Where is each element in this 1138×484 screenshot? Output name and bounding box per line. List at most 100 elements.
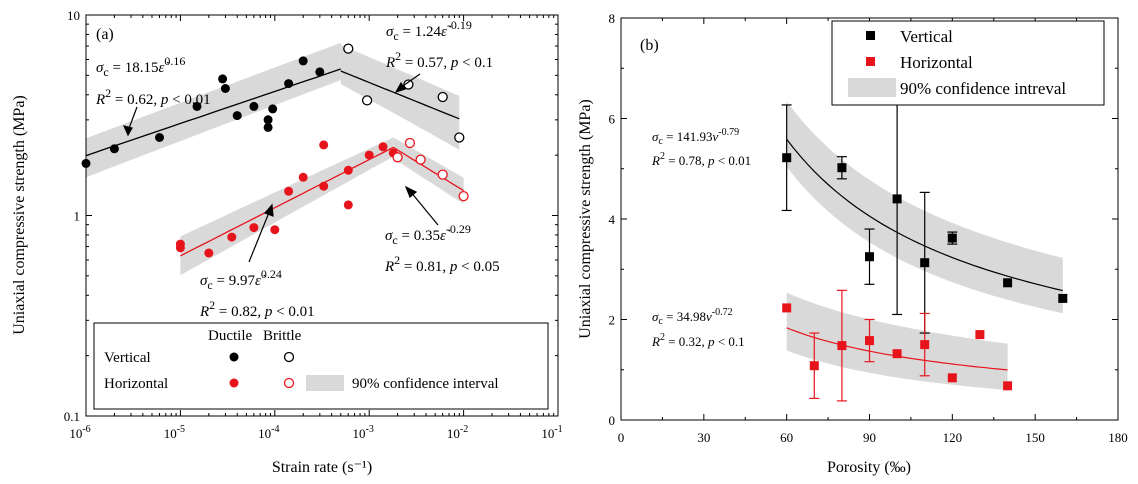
a-x-ticks: 10-6 10-5 10-4 10-3 10-2 10-1 bbox=[69, 15, 563, 441]
horizontal-point-1 bbox=[809, 361, 819, 371]
svg-text:R2 = 0.81, p < 0.05: R2 = 0.81, p < 0.05 bbox=[384, 253, 500, 275]
vd-point-5 bbox=[220, 84, 230, 93]
vertical-point-6 bbox=[1003, 278, 1013, 288]
ann-p: p bbox=[449, 259, 458, 275]
b-panel-label: (b) bbox=[640, 37, 659, 54]
a-ytick-label: 1 bbox=[74, 209, 81, 224]
ann-sigma: σ bbox=[652, 129, 659, 144]
ann-var: ε̇ bbox=[255, 273, 266, 289]
legend-band-label: 90% confidence interval bbox=[352, 376, 499, 392]
vd-point-3 bbox=[192, 101, 202, 111]
vb-point-4 bbox=[454, 132, 465, 143]
ann-sub: c bbox=[103, 65, 108, 79]
ann-sub: c bbox=[658, 136, 663, 147]
legend-marker-horizontal bbox=[866, 57, 875, 66]
a-data-points bbox=[81, 43, 469, 258]
svg-text:σc = 34.98ν-0.72: σc = 34.98ν-0.72 bbox=[652, 307, 733, 327]
ann-r: R bbox=[199, 304, 209, 320]
a-annotation-horizontal-ductile: σc = 9.97ε̇0.24 R2 = 0.82, p < 0.01 bbox=[199, 267, 315, 320]
ann-r2exp: 2 bbox=[660, 151, 665, 162]
hb-point-1 bbox=[404, 137, 416, 149]
ann-r: R bbox=[651, 334, 660, 349]
ann-pval: < 0.1 bbox=[715, 334, 745, 349]
ann-eq: = 141.93 bbox=[663, 129, 713, 144]
b-legend: Vertical Horizontal 90% confidence intre… bbox=[831, 20, 1105, 106]
svg-text:σc = 18.15ε̇0.16: σc = 18.15ε̇0.16 bbox=[96, 54, 185, 79]
ann-exp: -0.72 bbox=[712, 307, 733, 318]
b-xtick-label: 180 bbox=[1108, 430, 1128, 445]
legend-marker-vertical bbox=[866, 31, 875, 40]
ann-var: ε̇ bbox=[158, 60, 169, 76]
ann-exp: -0.19 bbox=[447, 18, 472, 32]
hd-point-9 bbox=[319, 140, 329, 150]
ann-var: ε̇ bbox=[441, 24, 452, 40]
svg-text:R2 = 0.78, p < 0.01: R2 = 0.78, p < 0.01 bbox=[651, 151, 751, 168]
ann-var: ν bbox=[706, 309, 712, 324]
horizontal-point-8 bbox=[1003, 381, 1013, 391]
a-ytick-label: 10 bbox=[67, 8, 80, 23]
hb-point-4 bbox=[458, 190, 469, 202]
vd-point-13 bbox=[315, 67, 325, 77]
b-x-axis-label: Porosity (‰) bbox=[827, 459, 911, 476]
ann-exp: 0.16 bbox=[164, 54, 185, 68]
hd-point-7 bbox=[298, 172, 308, 182]
panel-a: 10-6 10-5 10-4 10-3 10-2 10-1 0.1 1 10 Strain r… bbox=[11, 8, 563, 476]
ann-p: p bbox=[160, 92, 169, 108]
svg-text:σc = 1.24ε̇-0.19: σc = 1.24ε̇-0.19 bbox=[386, 18, 472, 43]
ann-sub: c bbox=[658, 316, 663, 327]
ann-r2val: = 0.32, bbox=[665, 334, 708, 349]
panel-b: 0 30 60 90 120 150 180 0 2 4 6 8 Porosity (‰) Unia… bbox=[577, 11, 1128, 476]
svg-text:R2 = 0.82, p < 0.01: R2 = 0.82, p < 0.01 bbox=[199, 298, 315, 320]
hb-band bbox=[393, 137, 464, 204]
vb-point-3 bbox=[437, 91, 448, 103]
vertical-point-3 bbox=[892, 194, 902, 204]
arrow-vb-head bbox=[394, 81, 406, 94]
svg-text:R2 = 0.32, p < 0.1: R2 = 0.32, p < 0.1 bbox=[651, 332, 745, 349]
a-xtick-label: 10-4 bbox=[258, 424, 279, 441]
arrow-hd-head bbox=[263, 203, 274, 217]
ann-r2exp: 2 bbox=[394, 253, 400, 267]
ann-p: p bbox=[450, 55, 459, 71]
ann-r: R bbox=[95, 92, 105, 108]
ann-eq: = 18.15 bbox=[109, 60, 159, 76]
ann-sub: c bbox=[393, 29, 398, 43]
horizontal-point-6 bbox=[947, 373, 957, 383]
ann-p: p bbox=[264, 304, 273, 320]
vd-point-11 bbox=[284, 79, 294, 89]
arrow-vd-head bbox=[122, 125, 133, 137]
b-ytick-label: 2 bbox=[609, 313, 616, 328]
a-annotation-vertical-brittle: σc = 1.24ε̇-0.19 R2 = 0.57, p < 0.1 bbox=[385, 18, 493, 71]
hd-fit bbox=[180, 146, 394, 257]
hb-fit bbox=[392, 146, 464, 192]
ann-var: ν bbox=[712, 129, 718, 144]
hd-point-4 bbox=[249, 223, 259, 233]
hd-point-10 bbox=[343, 165, 353, 175]
hd-point-11 bbox=[343, 200, 353, 210]
vd-point-12 bbox=[298, 56, 308, 66]
hd-point-12 bbox=[364, 150, 374, 160]
ann-exp: 0.24 bbox=[261, 267, 282, 281]
ann-sigma: σ bbox=[652, 309, 659, 324]
vertical-point-5 bbox=[947, 233, 957, 243]
ann-r2exp: 2 bbox=[395, 49, 401, 63]
a-xtick-label: 10-2 bbox=[447, 424, 468, 441]
hb-point-2 bbox=[415, 154, 426, 165]
ann-r2val: = 0.78, bbox=[665, 153, 708, 168]
ann-pval: < 0.1 bbox=[458, 55, 493, 71]
ann-r2exp: 2 bbox=[209, 298, 215, 312]
b-x-ticks: 0 30 60 90 120 150 180 bbox=[618, 18, 1128, 445]
legend-vertical: Vertical bbox=[900, 27, 953, 46]
svg-text:R2 = 0.57, p < 0.1: R2 = 0.57, p < 0.1 bbox=[385, 49, 493, 71]
ann-eq: = 9.97 bbox=[213, 273, 256, 289]
ann-var: ε̇ bbox=[440, 228, 451, 244]
vd-point-6 bbox=[232, 111, 242, 121]
b-annotation-horizontal: σc = 34.98ν-0.72 R2 = 0.32, p < 0.1 bbox=[651, 307, 745, 349]
legend-band-label: 90% confidence intreval bbox=[900, 79, 1066, 98]
ann-exp: -0.79 bbox=[718, 127, 739, 138]
a-fit-lines bbox=[85, 68, 464, 257]
arrow-hb-head bbox=[404, 185, 418, 198]
b-annotation-vertical: σc = 141.93ν-0.79 R2 = 0.78, p < 0.01 bbox=[651, 127, 751, 168]
vd-point-10 bbox=[268, 104, 278, 114]
vertical-point-4 bbox=[920, 258, 930, 268]
vd-point-7 bbox=[249, 101, 259, 111]
